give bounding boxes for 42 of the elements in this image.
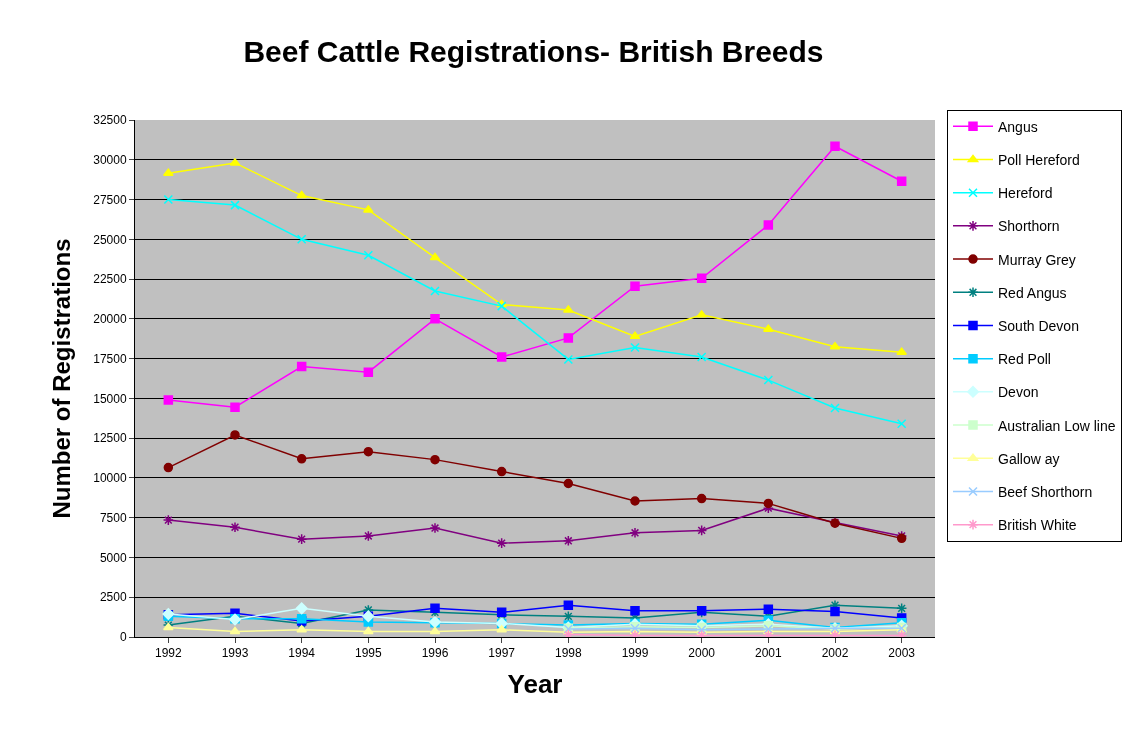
legend-label: Gallow ay [998, 450, 1060, 467]
y-tick-label: 25000 [93, 232, 127, 247]
x-axis-title: Year [507, 669, 563, 700]
x-tick-label: 2000 [688, 646, 716, 661]
y-tick-label: 0 [119, 630, 127, 645]
legend-label: Murray Grey [998, 251, 1076, 268]
x-tick-label: 1992 [154, 646, 182, 661]
x-tick-label: 1993 [221, 646, 249, 661]
y-tick-label: 17500 [93, 351, 127, 366]
y-tick-label: 15000 [93, 391, 127, 406]
x-tick-label: 1995 [354, 646, 382, 661]
legend-label: Angus [998, 118, 1038, 135]
y-tick-label: 2500 [99, 590, 127, 605]
x-tick-label: 1998 [554, 646, 582, 661]
legend-label: Devon [998, 384, 1039, 401]
legend-label: Hereford [998, 185, 1053, 202]
legend-label: South Devon [998, 317, 1079, 334]
legend-label: Red Poll [998, 351, 1051, 368]
legend-label: Red Angus [998, 284, 1067, 301]
legend-label: British White [998, 517, 1077, 534]
y-tick-label: 30000 [93, 152, 127, 167]
y-axis-title: Number of Registrations [48, 238, 76, 519]
y-tick-label: 27500 [93, 192, 127, 207]
legend-label: Poll Hereford [998, 151, 1080, 168]
y-tick-label: 12500 [93, 431, 127, 446]
x-tick-label: 1997 [488, 646, 516, 661]
x-tick-label: 2001 [754, 646, 782, 661]
chart-title: Beef Cattle Registrations- British Breeds [243, 35, 824, 69]
x-tick-label: 1999 [621, 646, 649, 661]
y-tick-label: 5000 [99, 550, 127, 565]
y-tick-label: 7500 [99, 510, 127, 525]
y-tick-label: 10000 [93, 471, 127, 486]
x-tick-label: 1994 [288, 646, 316, 661]
legend-label: Australian Low line [998, 417, 1116, 434]
x-tick-label: 1996 [421, 646, 449, 661]
y-tick-label: 32500 [93, 113, 127, 128]
legend-label: Beef Shorthorn [998, 483, 1093, 500]
y-tick-label: 20000 [93, 312, 127, 327]
legend-label: Shorthorn [998, 218, 1060, 235]
x-tick-label: 2002 [821, 646, 849, 661]
y-tick-label: 22500 [93, 272, 127, 287]
x-tick-label: 2003 [888, 646, 916, 661]
